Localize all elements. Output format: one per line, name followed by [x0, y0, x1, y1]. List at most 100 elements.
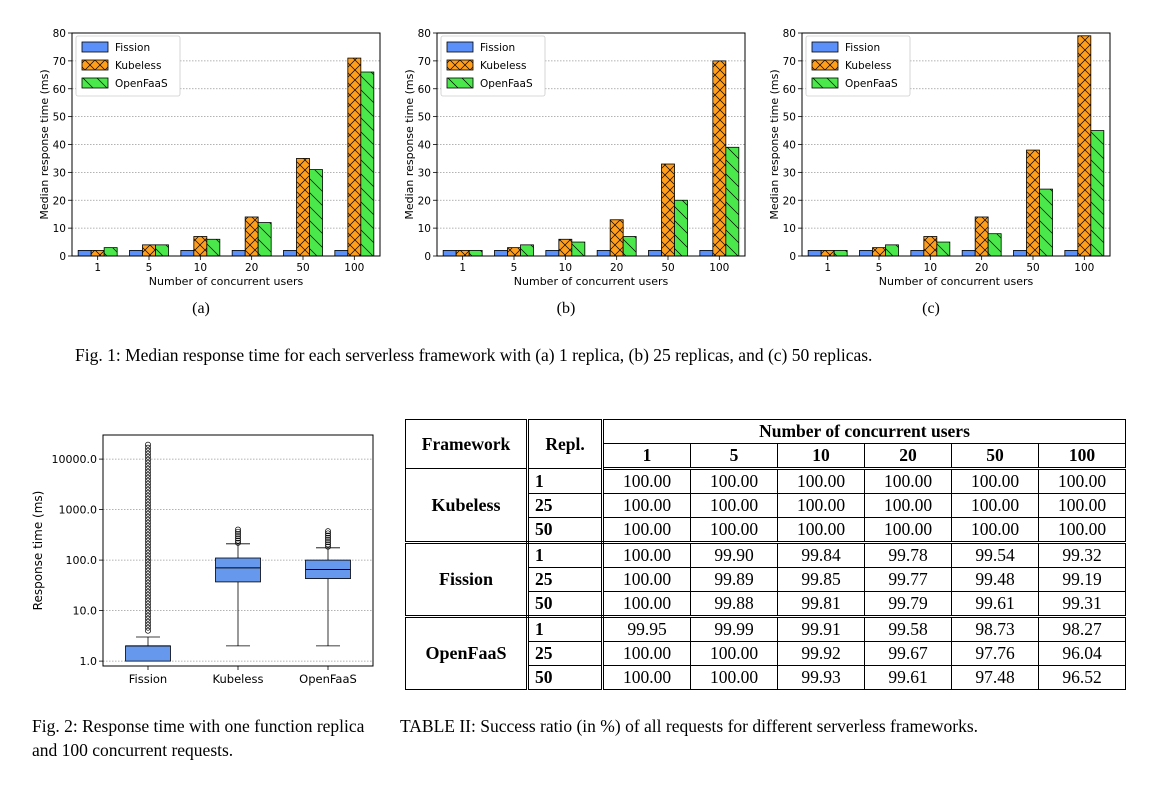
outliers-kubeless	[235, 526, 241, 546]
legend-item-openfaas: OpenFaaS	[81, 77, 168, 90]
x-tick-label: Kubeless	[213, 672, 264, 686]
x-tick-label: 100	[344, 262, 364, 274]
x-tick-label: 50	[296, 262, 309, 274]
bar-fission-5	[859, 250, 873, 257]
success-ratio-cell: 99.91	[777, 616, 865, 642]
bar-kubeless-10	[558, 238, 573, 257]
y-tick-label: 20	[783, 195, 796, 207]
success-ratio-cell: 99.79	[864, 591, 952, 618]
bar-fission-100	[699, 250, 714, 257]
y-tick-label: 10	[418, 223, 431, 235]
table-row: 50 100.00 99.88 99.81 99.79 99.61 99.31	[406, 591, 1126, 618]
success-ratio-cell: 100.00	[690, 665, 778, 690]
bar-fission-50	[1013, 250, 1027, 257]
table-row: 25 100.00 100.00 99.92 99.67 97.76 96.04	[406, 641, 1126, 666]
bar-kubeless-20	[244, 216, 259, 257]
y-axis-label: Response time (ms)	[31, 491, 45, 611]
success-ratio-cell: 100.00	[1038, 517, 1126, 544]
svg-text:OpenFaaS: OpenFaaS	[480, 78, 533, 90]
bar-fission-20	[961, 250, 976, 257]
bar-fission-50	[648, 250, 662, 257]
success-ratio-cell: 99.31	[1038, 591, 1126, 618]
y-tick-label: 50	[53, 112, 66, 124]
bar-openfaas-20	[987, 233, 1002, 257]
svg-text:Fission: Fission	[845, 42, 880, 54]
bar-kubeless-1	[90, 250, 105, 257]
legend: Fission Kubeless OpenFaaS	[805, 35, 911, 97]
success-ratio-cell: 99.61	[951, 591, 1039, 618]
success-ratio-cell: 100.00	[777, 468, 865, 494]
bar-kubeless-5	[872, 247, 886, 257]
header-users-5: 5	[690, 443, 778, 470]
bar-fission-5	[494, 250, 508, 257]
success-ratio-cell: 99.93	[777, 665, 865, 690]
bar-openfaas-10	[206, 238, 221, 257]
bar-openfaas-1	[468, 250, 483, 257]
header-concurrent-users: Number of concurrent users	[602, 419, 1126, 444]
y-tick-label: 1000.0	[59, 504, 98, 517]
bar-chart-50-replicas: 1 5 10 20 50 100 0 10 20 30 40 50 60 70 80 Number of co…	[768, 28, 1111, 288]
svg-text:OpenFaaS: OpenFaaS	[845, 78, 898, 90]
svg-text:Kubeless: Kubeless	[845, 60, 891, 72]
success-ratio-cell: 100.00	[602, 542, 691, 568]
bar-openfaas-5	[155, 244, 169, 257]
x-axis-label: Number of concurrent users	[514, 275, 669, 288]
success-ratio-cell: 99.89	[690, 567, 778, 592]
subfigure-label-b: (b)	[556, 300, 576, 317]
bar-kubeless-1	[820, 250, 835, 257]
success-ratio-cell: 100.00	[864, 468, 952, 494]
y-tick-label: 60	[783, 84, 796, 96]
bar-fission-20	[231, 250, 246, 257]
x-tick-label: 50	[1026, 262, 1039, 274]
x-tick-label: 20	[975, 262, 988, 274]
success-ratio-table: Framework Repl. Number of concurrent use…	[405, 419, 1126, 690]
y-tick-label: 80	[418, 28, 431, 40]
table-caption: TABLE II: Success ratio (in %) of all re…	[400, 716, 979, 736]
svg-text:Fission: Fission	[115, 42, 150, 54]
success-ratio-cell: 98.73	[951, 616, 1039, 642]
legend: Fission Kubeless OpenFaaS	[440, 35, 546, 97]
y-tick-label: 0	[424, 251, 431, 263]
x-tick-label: 20	[610, 262, 623, 274]
bar-openfaas-10	[936, 241, 951, 257]
legend-item-openfaas: OpenFaaS	[811, 77, 898, 90]
success-ratio-cell: 96.04	[1038, 641, 1126, 666]
success-ratio-cell: 99.58	[864, 616, 952, 642]
framework-cell: Fission	[405, 542, 529, 618]
bar-openfaas-1	[833, 250, 848, 257]
y-tick-label: 60	[53, 84, 66, 96]
success-ratio-cell: 99.90	[690, 542, 778, 568]
bar-openfaas-20	[257, 222, 272, 257]
x-tick-label: Fission	[129, 672, 167, 686]
success-ratio-cell: 100.00	[602, 665, 691, 690]
success-ratio-cell: 99.95	[602, 616, 691, 642]
success-ratio-cell: 97.48	[951, 665, 1039, 690]
success-ratio-cell: 100.00	[690, 493, 778, 518]
bar-kubeless-50	[661, 163, 675, 257]
x-tick-label: OpenFaaS	[299, 672, 357, 686]
bar-openfaas-100	[725, 146, 740, 257]
bar-openfaas-100	[360, 71, 375, 257]
table-row: Kubeless 1 100.00 100.00 100.00 100.00 100.00 1…	[405, 468, 1126, 544]
success-ratio-cell: 100.00	[1038, 493, 1126, 518]
box-openfaas	[305, 528, 351, 647]
bar-openfaas-10	[571, 241, 586, 257]
x-tick-label: 10	[924, 262, 937, 274]
x-tick-label: 5	[146, 262, 153, 274]
bar-kubeless-1	[455, 250, 470, 257]
x-tick-label: 50	[661, 262, 674, 274]
bar-kubeless-20	[609, 219, 624, 257]
bar-kubeless-10	[193, 236, 208, 257]
header-users-10: 10	[777, 443, 865, 470]
header-users-20: 20	[864, 443, 952, 470]
x-tick-label: 10	[559, 262, 572, 274]
replica-cell: 50	[527, 665, 604, 690]
success-ratio-cell: 100.00	[690, 517, 778, 544]
x-tick-label: 10	[194, 262, 207, 274]
x-tick-label: 20	[245, 262, 258, 274]
bar-kubeless-100	[712, 60, 727, 257]
bar-kubeless-10	[923, 236, 938, 257]
success-ratio-cell: 99.85	[777, 567, 865, 592]
success-ratio-cell: 99.78	[864, 542, 952, 568]
legend-item-kubeless: Kubeless	[81, 59, 161, 72]
